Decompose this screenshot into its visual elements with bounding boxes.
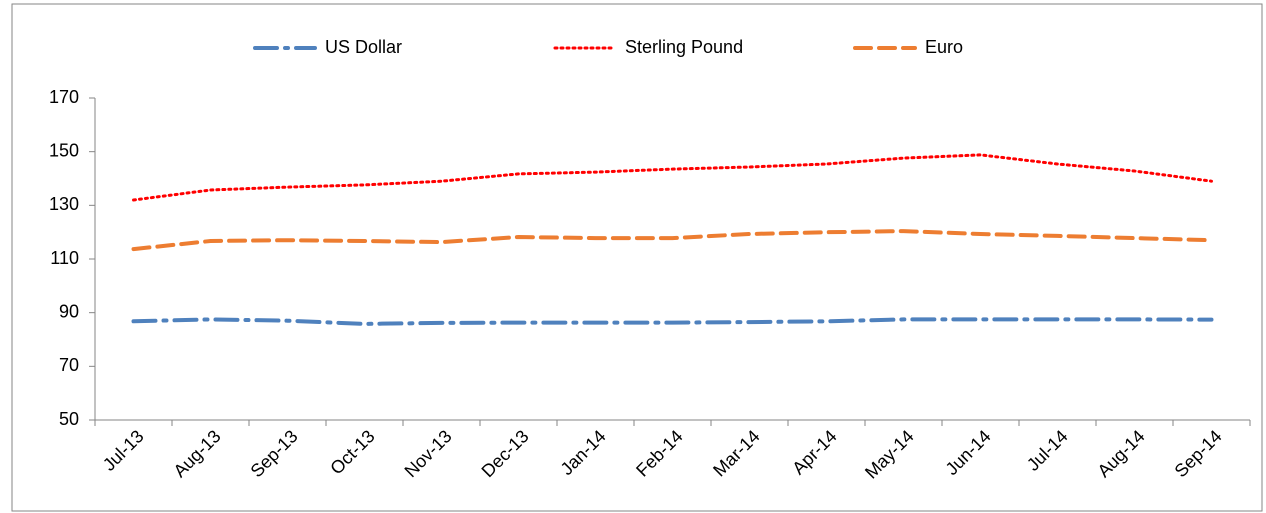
- y-tick-label: 110: [50, 248, 79, 268]
- y-tick-label: 130: [49, 194, 79, 214]
- y-tick-label: 70: [59, 355, 79, 375]
- legend-label: Euro: [925, 37, 963, 57]
- chart-frame: [11, 3, 1263, 512]
- y-tick-label: 170: [49, 87, 79, 107]
- series-line: [131, 229, 1214, 252]
- y-tick-label: 90: [59, 301, 79, 321]
- legend-label: US Dollar: [325, 37, 402, 57]
- y-tick-label: 50: [59, 409, 79, 429]
- series-line: [132, 153, 1213, 202]
- y-tick-label: 150: [49, 140, 79, 160]
- series-line: [131, 317, 1214, 326]
- legend-label: Sterling Pound: [625, 37, 743, 57]
